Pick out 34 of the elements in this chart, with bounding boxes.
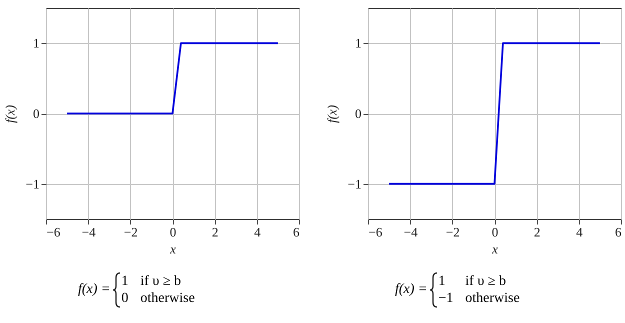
text: if υ ≥ b [465, 273, 507, 290]
x-axis-title: x [491, 242, 498, 256]
x-axis-title: x [169, 242, 176, 256]
y-axis-title: f(x) [324, 104, 340, 124]
x-tick-label: 2 [212, 224, 218, 240]
x-tick-label: 0 [492, 224, 498, 240]
x-tick-label: −6 [368, 224, 383, 240]
text: −1 [438, 290, 454, 307]
text: otherwise [140, 290, 196, 307]
y-tick-label: 0 [33, 106, 40, 121]
x-tick-label: 4 [254, 224, 262, 240]
text: 1 [121, 273, 130, 290]
x-tick-label: −6 [46, 224, 61, 240]
x-tick-label: −2 [446, 224, 460, 240]
x-tick-label: 6 [615, 224, 622, 240]
text: f(x) = [78, 282, 110, 298]
y-tick-label: 0 [355, 106, 362, 121]
text: 1 [438, 273, 446, 290]
x-tick-label: −4 [404, 224, 418, 240]
text: otherwise [465, 290, 521, 307]
x-tick-label: −2 [124, 224, 138, 240]
x-tick-label: 4 [576, 224, 584, 240]
y-tick-label: −1 [26, 176, 40, 192]
text: 0 [121, 290, 130, 307]
x-tick-label: 6 [293, 224, 300, 240]
text: if υ ≥ b [140, 273, 182, 290]
y-tick-label: 1 [33, 36, 40, 51]
x-tick-label: −4 [82, 224, 96, 240]
y-axis-title: f(x) [2, 104, 18, 124]
y-tick-label: 1 [355, 36, 362, 51]
text: f(x) = [395, 282, 428, 298]
x-tick-label: 2 [534, 224, 540, 240]
y-tick-label: −1 [348, 176, 362, 192]
x-tick-label: 0 [170, 224, 176, 240]
